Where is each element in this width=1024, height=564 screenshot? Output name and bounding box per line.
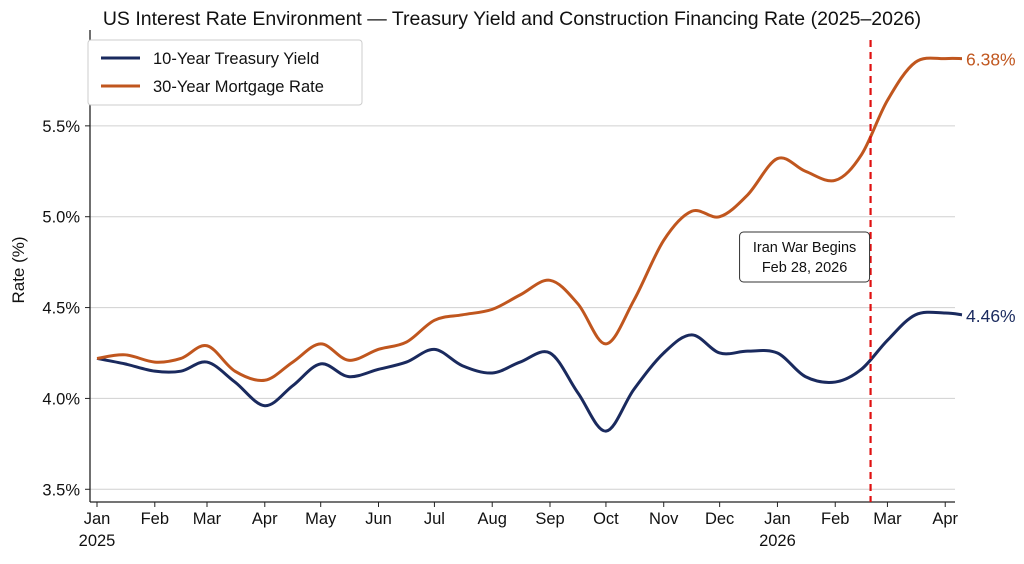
x-tick-label: Dec	[705, 510, 734, 528]
x-tick-label: Apr	[252, 510, 278, 528]
y-tick-label: 4.0%	[42, 390, 80, 408]
legend-label-mortgage: 30-Year Mortgage Rate	[153, 78, 324, 96]
x-tick-label: Nov	[649, 510, 679, 528]
x-tick-label: Sep	[535, 510, 564, 528]
legend: 10-Year Treasury Yield 30-Year Mortgage …	[87, 39, 363, 106]
x-tick-label: Feb	[821, 510, 849, 528]
x-tick-label: Mar	[193, 510, 222, 528]
legend-label-treasury: 10-Year Treasury Yield	[153, 50, 319, 68]
x-tick-label: Jan	[84, 510, 111, 528]
mortgage-rate-line	[96, 56, 963, 383]
y-axis-label: Rate (%)	[9, 236, 28, 303]
annotation-box	[739, 231, 871, 283]
x-tick-label: Oct	[593, 510, 619, 528]
x-tick-label: Apr	[932, 510, 958, 528]
x-tick-label: Jan	[764, 510, 791, 528]
annotation-text-line2: Feb 28, 2026	[762, 260, 847, 276]
y-tick-label: 5.0%	[42, 209, 80, 227]
y-tick-label: 5.5%	[42, 118, 80, 136]
x-tick-label: Jun	[365, 510, 392, 528]
treasury-yield-line	[96, 310, 963, 433]
x-tick-year-label: 2026	[759, 532, 796, 550]
x-tick-label: Jul	[424, 510, 445, 528]
annotation-text-line1: Iran War Begins	[753, 240, 856, 256]
y-tick-label: 4.5%	[42, 300, 80, 318]
y-tick-label: 3.5%	[42, 481, 80, 499]
x-tick-year-label: 2025	[79, 532, 116, 550]
x-tick-label: May	[305, 510, 337, 528]
x-tick-label: Feb	[141, 510, 169, 528]
x-tick-label: Mar	[873, 510, 902, 528]
treasury-end-label: 4.46%	[966, 306, 1016, 326]
chart-title: US Interest Rate Environment — Treasury …	[103, 8, 921, 30]
x-tick-label: Aug	[478, 510, 507, 528]
mortgage-end-label: 6.38%	[966, 50, 1016, 70]
